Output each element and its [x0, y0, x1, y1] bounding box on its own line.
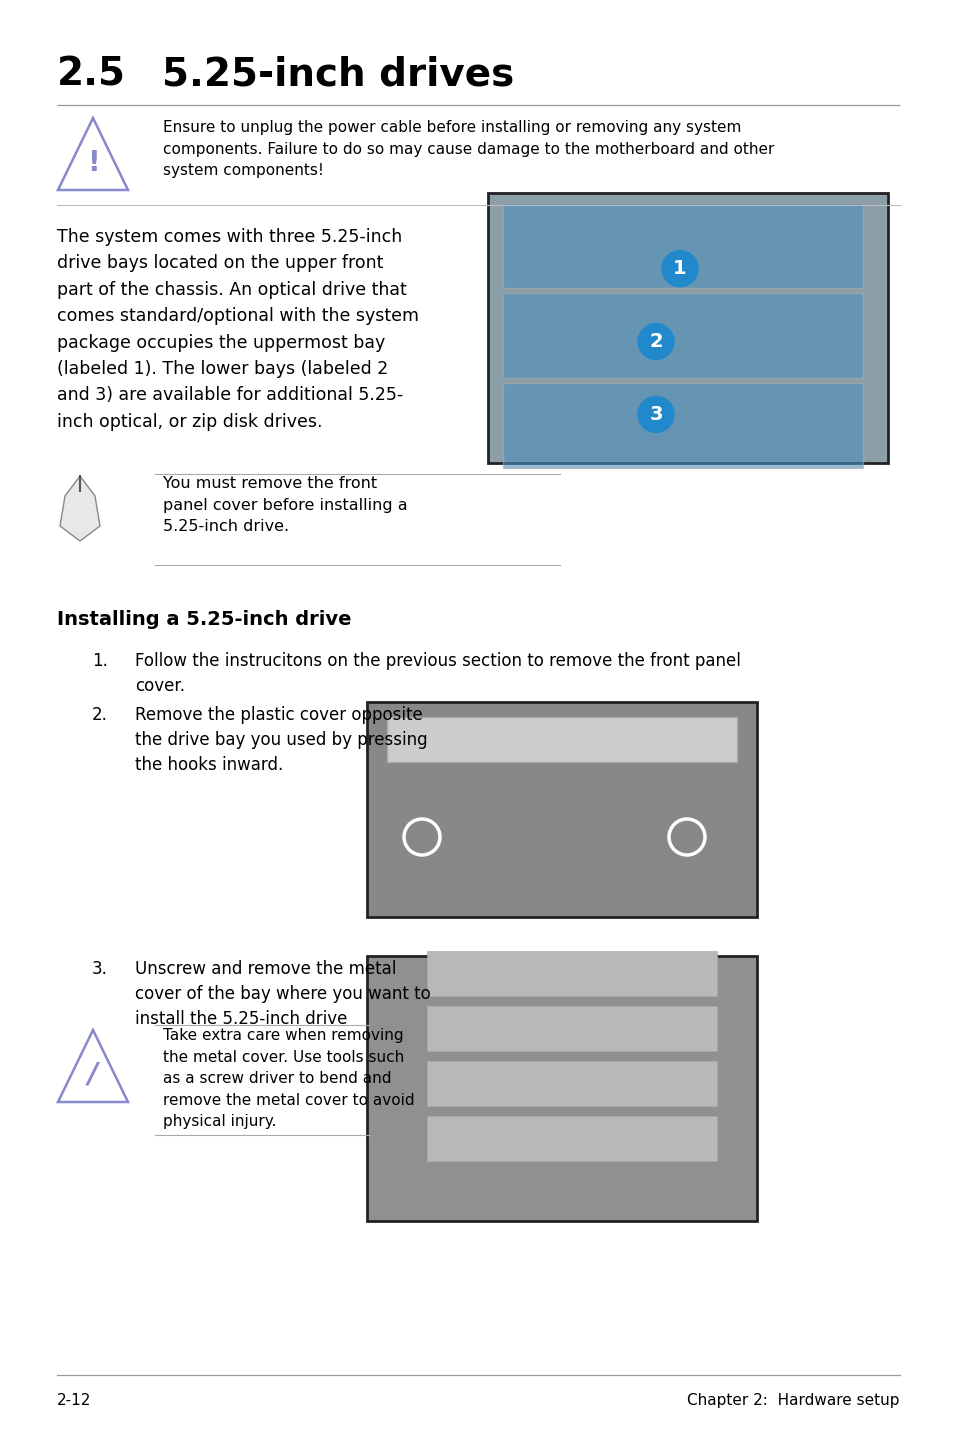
Text: 2.5: 2.5: [57, 55, 126, 93]
Text: Follow the instrucitons on the previous section to remove the front panel
cover.: Follow the instrucitons on the previous …: [135, 651, 740, 695]
Text: The system comes with three 5.25-inch
drive bays located on the upper front
part: The system comes with three 5.25-inch dr…: [57, 229, 418, 431]
Text: Remove the plastic cover opposite
the drive bay you used by pressing
the hooks i: Remove the plastic cover opposite the dr…: [135, 706, 427, 774]
Circle shape: [638, 324, 673, 360]
Text: You must remove the front
panel cover before installing a
5.25-inch drive.: You must remove the front panel cover be…: [163, 476, 407, 533]
FancyBboxPatch shape: [427, 1061, 717, 1106]
Text: !: !: [87, 148, 99, 177]
Text: 3.: 3.: [91, 961, 108, 978]
FancyBboxPatch shape: [488, 193, 887, 463]
FancyBboxPatch shape: [502, 383, 862, 467]
Text: 1: 1: [673, 259, 686, 278]
Text: 2: 2: [648, 332, 662, 351]
FancyBboxPatch shape: [367, 702, 757, 917]
FancyBboxPatch shape: [502, 293, 862, 378]
Text: 3: 3: [649, 406, 662, 424]
FancyBboxPatch shape: [427, 951, 717, 997]
Text: 5.25-inch drives: 5.25-inch drives: [162, 55, 514, 93]
FancyBboxPatch shape: [427, 1007, 717, 1051]
Text: 2.: 2.: [91, 706, 108, 723]
Circle shape: [661, 250, 698, 286]
Circle shape: [638, 397, 673, 433]
Text: /: /: [88, 1061, 98, 1089]
Text: Take extra care when removing
the metal cover. Use tools such
as a screw driver : Take extra care when removing the metal …: [163, 1028, 415, 1129]
Text: 1.: 1.: [91, 651, 108, 670]
FancyBboxPatch shape: [427, 1116, 717, 1160]
Text: Unscrew and remove the metal
cover of the bay where you want to
install the 5.25: Unscrew and remove the metal cover of th…: [135, 961, 431, 1028]
FancyBboxPatch shape: [367, 956, 757, 1221]
Text: 2-12: 2-12: [57, 1393, 91, 1408]
FancyBboxPatch shape: [502, 203, 862, 288]
FancyBboxPatch shape: [387, 718, 737, 762]
Text: Ensure to unplug the power cable before installing or removing any system
compon: Ensure to unplug the power cable before …: [163, 119, 774, 178]
Polygon shape: [60, 476, 100, 541]
Text: Installing a 5.25-inch drive: Installing a 5.25-inch drive: [57, 610, 351, 628]
Text: Chapter 2:  Hardware setup: Chapter 2: Hardware setup: [687, 1393, 899, 1408]
